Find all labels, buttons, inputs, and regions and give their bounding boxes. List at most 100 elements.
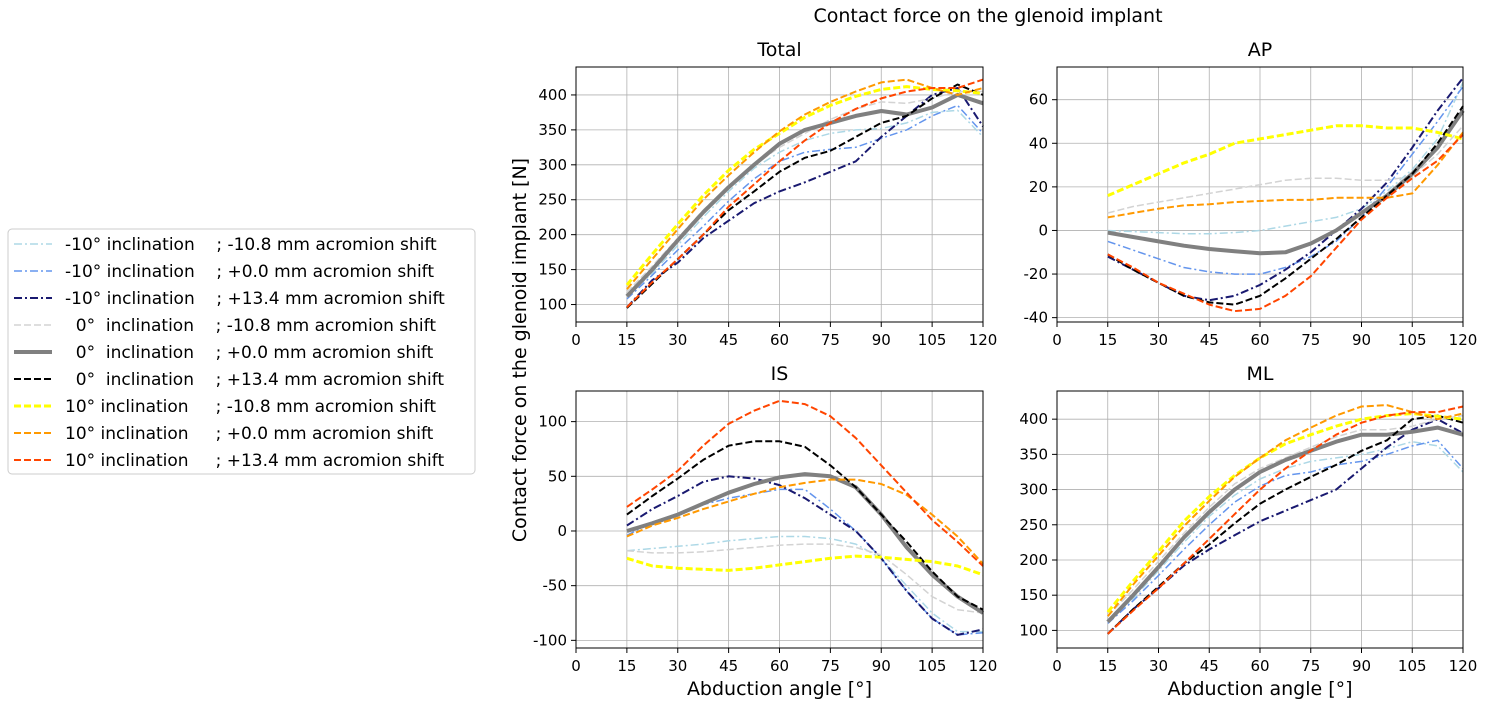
subplot-title: AP [1248,39,1272,61]
legend-label: 10° inclination ; -10.8 mm acromion shif… [65,397,436,417]
tick-label-y: 250 [538,191,567,209]
series-line [626,78,984,290]
tick-label-y: -100 [533,631,567,649]
tick-label-x: 0 [571,657,581,675]
tick-label-x: 75 [1301,657,1320,675]
tick-label-x: 90 [872,657,891,675]
tick-label-y: 200 [1019,551,1048,569]
series-line [1107,440,1464,623]
series-line [626,78,984,309]
tick-label-x: 30 [1149,331,1168,349]
legend-label: 0° inclination ; +13.4 mm acromion shift [65,370,444,390]
tick-label-y: 150 [1019,586,1048,604]
series-line [626,440,984,611]
tick-label-y: 350 [1019,445,1048,463]
tick-label-x: 30 [668,331,687,349]
series-line [625,92,984,298]
tick-label-y: 100 [538,296,567,314]
tick-label-x: 90 [1352,657,1371,675]
tick-label-y: 400 [1019,410,1048,428]
series-line [1106,425,1464,624]
tick-label-x: 15 [617,657,636,675]
series-line [1107,418,1464,635]
tick-label-x: 105 [1398,331,1427,349]
tick-label-x: 75 [1301,331,1320,349]
tick-label-y: 150 [538,261,567,279]
series-line [1107,81,1464,235]
series-line [626,104,984,300]
subplot-ap: 0 15 30 45 60 75 90 105 120 -40 -20 0 20 40 60 AP [1024,39,1478,349]
tick-label-y: 100 [538,413,567,431]
subplot-ml: 0 15 30 45 60 75 90 105 120 100 150 200 250 300 350 400… [1019,363,1477,700]
series-line [626,109,984,297]
series-line [1107,404,1464,617]
series-line [1106,412,1464,614]
series-line [625,85,984,286]
tick-label-x: 60 [1250,331,1269,349]
tick-label-x: 90 [872,331,891,349]
series-line [626,87,984,308]
series-line [1107,439,1464,624]
tick-label-x: 120 [1449,657,1478,675]
subplots: 0 15 30 45 60 75 90 105 120100150200250300350400… [533,39,1477,700]
tick-label-x: 30 [668,657,687,675]
tick-label-x: 105 [918,331,947,349]
subplot-title: Total [756,39,801,61]
figure-ylabel: Contact force on the glenoid implant [N] [509,158,531,542]
tick-label-y: 0 [557,522,567,540]
tick-label-y: 60 [1029,91,1048,109]
series-line [626,475,984,636]
tick-label-x: 45 [719,331,738,349]
series-line [626,472,985,615]
series-line [1107,109,1465,256]
series-line [1107,133,1464,313]
series-line [1107,86,1464,275]
series-line [1107,124,1464,197]
xaxis-label: Abduction angle [°] [687,678,872,700]
tick-label-x: 60 [1250,657,1269,675]
series-line [626,535,983,633]
tick-label-x: 60 [770,657,789,675]
tick-label-x: 75 [821,331,840,349]
tick-label-y: 20 [1029,178,1048,196]
tick-label-x: 120 [969,331,998,349]
xaxis-label: Abduction angle [°] [1167,678,1352,700]
tick-label-x: 15 [617,331,636,349]
tick-label-y: 300 [1019,481,1048,499]
tick-label-x: 0 [571,331,581,349]
tick-label-y: 350 [538,121,567,139]
series-line [626,554,984,577]
tick-label-x: 15 [1098,657,1117,675]
legend: -10° inclination ; -10.8 mm acromion shi… [7,228,476,475]
tick-label-y: -50 [543,577,568,595]
legend-label: 0° inclination ; +0.0 mm acromion shift [65,343,434,363]
tick-label-y: -40 [1024,309,1049,327]
series-line [626,543,984,614]
series-line [1107,405,1464,635]
tick-label-x: 120 [1449,331,1478,349]
tick-label-x: 15 [1098,331,1117,349]
series-line [1107,77,1464,302]
tick-label-x: 105 [918,657,947,675]
legend-label: -10° inclination ; -10.8 mm acromion shi… [65,235,437,255]
tick-label-y: 50 [548,467,567,485]
series-line [1107,105,1464,306]
series-line [626,478,984,565]
legend-frame [7,228,476,475]
subplot-title: ML [1247,363,1274,385]
tick-label-y: 300 [538,156,567,174]
series-line [626,399,984,567]
tick-label-y: 400 [538,86,567,104]
tick-label-y: 40 [1029,134,1048,152]
tick-label-x: 30 [1149,657,1168,675]
subplot-total: 0 15 30 45 60 75 90 105 120 100 150 200 250 300 350 400… [538,39,997,349]
subplot-title: IS [771,363,789,385]
legend-label: 10° inclination ; +0.0 mm acromion shift [65,424,434,444]
tick-label-y: 0 [1038,221,1048,239]
tick-label-x: 45 [719,657,738,675]
subplot-is: 0 15 30 45 60 75 90 105 120 -100 -50 0 50 100 IS Abduct… [533,363,997,700]
tick-label-y: 250 [1019,516,1048,534]
tick-label-x: 60 [770,331,789,349]
legend-label: 10° inclination ; +13.4 mm acromion shif… [65,451,444,471]
tick-label-y: -20 [1024,265,1049,283]
